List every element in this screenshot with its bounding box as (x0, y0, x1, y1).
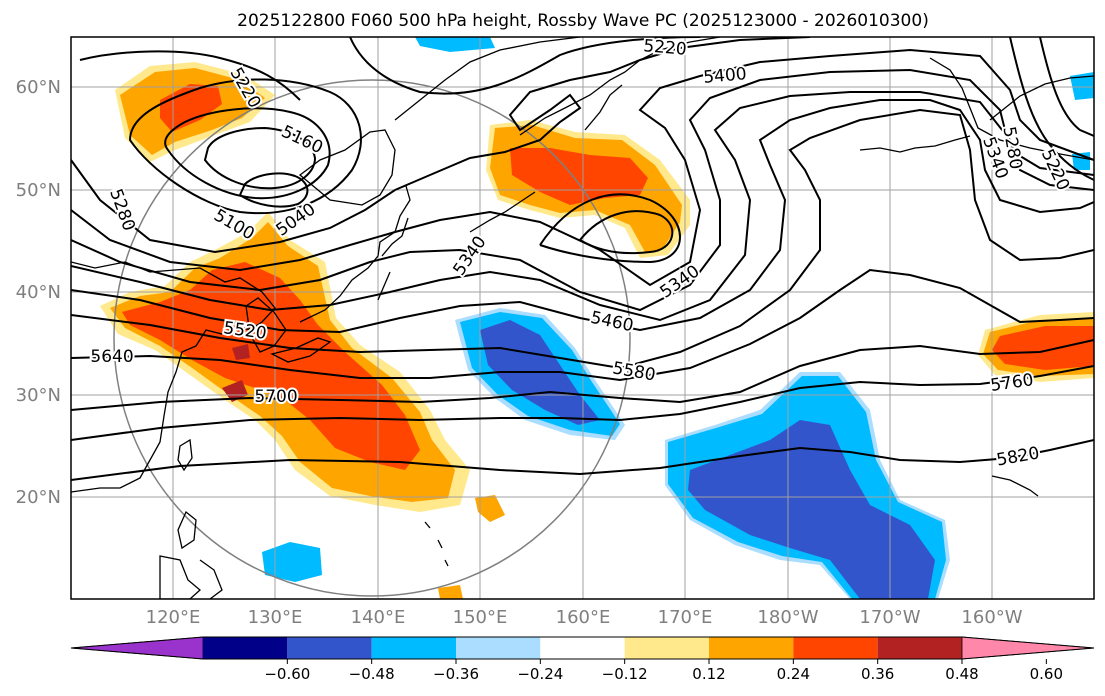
colorbar-tick-label: 0.24 (777, 665, 810, 683)
lon-label: 140°E (351, 607, 406, 628)
colorbar-tick-label: 0.60 (1030, 665, 1063, 683)
lat-label: 50°N (16, 180, 61, 201)
lat-label: 60°N (16, 77, 61, 98)
colorbar-segment (793, 637, 878, 659)
longitude-labels: 120°E 130°E 140°E 150°E 160°E 170°E 180°… (146, 607, 1023, 628)
reference-circle (113, 79, 631, 597)
contour-5640 (71, 268, 1094, 382)
colorbar-tick-label: 0.36 (861, 665, 894, 683)
contour-5760 (71, 365, 1094, 441)
colorbar-segment (709, 637, 794, 659)
contour-5460 (71, 91, 1094, 322)
map-plot-area: 5220 5400 5220 5160 5280 5100 5040 5340 … (71, 36, 1094, 599)
colorbar-tick-labels: −0.60 −0.48 −0.36 −0.24 −0.12 0.12 0.24 0.36 0.4… (264, 665, 1063, 683)
contour-label: 5700 (254, 387, 297, 407)
colorbar-extend-high (961, 636, 1095, 660)
colorbar-segment (371, 637, 456, 659)
contour-5340 (71, 48, 1094, 287)
colorbar-segment (877, 637, 962, 659)
height-contours (71, 37, 1094, 481)
lon-label: 150°E (453, 607, 508, 628)
contour-5160 (164, 107, 331, 200)
map-frame (70, 36, 1095, 600)
contour-5280 (71, 37, 811, 254)
lon-label: 160°E (556, 607, 611, 628)
colorbar-segment (456, 637, 541, 659)
colorbar (70, 636, 1095, 664)
coastlines (71, 37, 1094, 599)
map-title: 2025122800 F060 500 hPa height, Rossby W… (237, 11, 929, 31)
lat-label: 40°N (16, 282, 61, 303)
contour-5400 (71, 68, 1094, 312)
colorbar-tick-label: −0.24 (517, 665, 563, 683)
lon-label: 130°E (248, 607, 303, 628)
latitude-labels: 60°N 50°N 40°N 30°N 20°N (16, 77, 61, 508)
lon-label: 170°W (859, 607, 920, 628)
contour-label: 5400 (703, 64, 748, 88)
lon-label: 160°W (961, 607, 1022, 628)
lat-label: 20°N (16, 487, 61, 508)
lon-label: 170°E (658, 607, 713, 628)
colorbar-segment (203, 637, 288, 659)
colorbar-segment (624, 637, 709, 659)
colorbar-tick-label: 0.48 (945, 665, 978, 683)
contour-5700 (71, 339, 1094, 411)
contour-label: 5640 (90, 347, 133, 367)
contour-5100 (203, 126, 317, 190)
contour-5580 (71, 108, 1094, 370)
contour-5520 (71, 99, 1094, 334)
contour-5820 (71, 439, 1094, 481)
lon-label: 180°W (757, 607, 818, 628)
contour-label: 5520 (222, 318, 268, 344)
colorbar-tick-label: 0.12 (692, 665, 725, 683)
contour-5040 (238, 172, 309, 208)
colorbar-tick-label: −0.60 (264, 665, 310, 683)
colorbar-extend-low (70, 636, 204, 660)
colorbar-tick-label: −0.48 (349, 665, 395, 683)
lat-label: 30°N (16, 385, 61, 406)
contour-5220 (128, 78, 362, 215)
contour-label: 5220 (643, 36, 688, 60)
colorbar-segment (540, 637, 625, 659)
colorbar-tick-label: −0.36 (433, 665, 479, 683)
colorbar-outline (70, 636, 1095, 660)
colorbar-tick-label: −0.12 (602, 665, 648, 683)
colorbar-segment (287, 637, 372, 659)
lon-label: 120°E (146, 607, 201, 628)
